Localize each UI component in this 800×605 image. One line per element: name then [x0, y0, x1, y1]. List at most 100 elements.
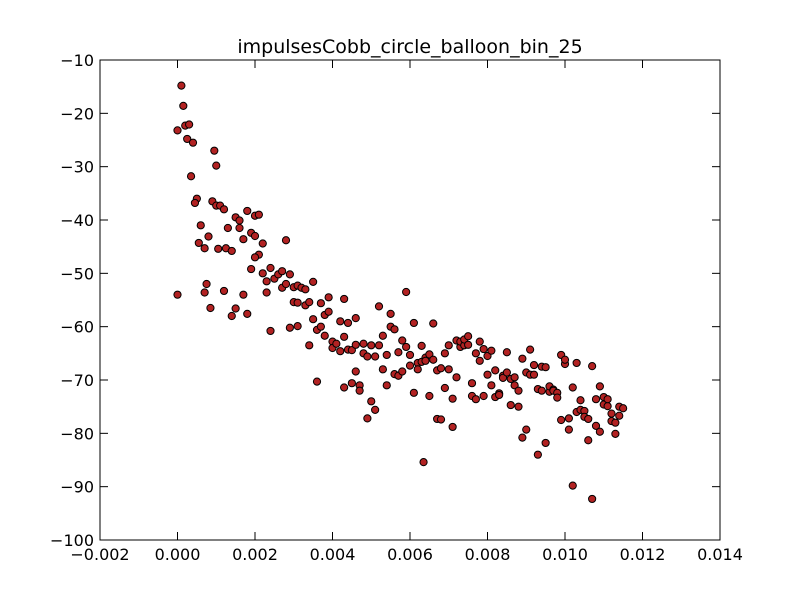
data-point — [351, 314, 360, 323]
data-point — [285, 323, 294, 332]
data-point — [200, 244, 209, 253]
x-tick-label: 0.010 — [542, 545, 588, 564]
data-point — [475, 337, 484, 346]
data-point — [588, 494, 597, 504]
data-point — [603, 395, 612, 404]
data-point — [529, 360, 539, 370]
data-point — [367, 397, 376, 406]
data-point — [568, 383, 577, 392]
data-point — [405, 350, 415, 360]
data-point — [464, 332, 473, 341]
y-tick-label: −10 — [60, 51, 94, 70]
y-tick-label: −90 — [60, 478, 94, 497]
chart-title: impulsesCobb_circle_balloon_bin_25 — [237, 36, 582, 58]
data-point — [371, 352, 380, 361]
data-point — [250, 231, 260, 241]
data-point — [200, 288, 209, 297]
data-point — [239, 290, 248, 299]
data-point — [588, 362, 597, 371]
data-point — [409, 318, 418, 328]
data-point — [479, 391, 488, 401]
data-point — [378, 331, 387, 340]
data-point — [483, 370, 492, 379]
data-point — [514, 386, 523, 395]
data-point — [541, 438, 550, 448]
data-point — [510, 381, 519, 390]
data-point — [378, 365, 387, 374]
y-tick-label: −20 — [60, 104, 94, 123]
data-point — [603, 402, 612, 411]
data-point — [196, 221, 205, 230]
data-point — [611, 418, 620, 427]
data-point — [324, 293, 333, 302]
data-point — [444, 341, 453, 350]
data-point — [398, 336, 407, 345]
data-point — [502, 348, 511, 357]
data-point — [413, 365, 422, 374]
data-point — [278, 267, 287, 276]
data-point — [533, 450, 542, 459]
data-point — [363, 414, 372, 423]
data-point — [564, 414, 573, 423]
data-point — [382, 381, 391, 390]
data-point — [405, 361, 415, 370]
data-point — [235, 223, 244, 233]
data-point — [235, 216, 244, 225]
data-point — [285, 270, 294, 279]
data-point — [425, 391, 434, 401]
data-point — [343, 318, 353, 328]
y-tick-label: −60 — [60, 318, 94, 337]
data-point — [537, 386, 546, 395]
data-point — [402, 287, 411, 297]
data-point — [436, 364, 446, 373]
data-point — [541, 363, 550, 372]
data-point — [444, 365, 453, 374]
data-point — [475, 356, 484, 365]
data-point — [254, 210, 263, 219]
data-point — [498, 373, 508, 382]
data-point — [440, 383, 449, 393]
data-point — [584, 414, 593, 424]
data-point — [340, 383, 349, 392]
x-tick-label: 0.004 — [310, 545, 356, 564]
data-point — [223, 223, 232, 233]
x-tick-label: 0.002 — [232, 545, 278, 564]
data-point — [429, 355, 438, 364]
data-point — [471, 395, 480, 404]
data-point — [312, 377, 322, 386]
data-point — [409, 388, 418, 397]
data-point — [502, 368, 511, 377]
data-point — [374, 302, 384, 311]
y-tick-label: −40 — [60, 211, 94, 230]
data-point — [355, 386, 364, 395]
data-point — [320, 331, 329, 340]
data-point — [340, 294, 349, 304]
data-point — [417, 341, 426, 350]
data-point — [429, 319, 438, 328]
x-tick-label: 0.008 — [465, 545, 511, 564]
data-point — [336, 347, 345, 356]
data-point — [522, 425, 531, 434]
data-point — [347, 379, 356, 388]
data-point — [262, 288, 271, 297]
data-point — [390, 325, 399, 334]
data-point — [595, 382, 604, 391]
y-tick-label: −30 — [60, 158, 94, 177]
data-point — [615, 411, 624, 420]
data-point — [243, 309, 252, 318]
data-point — [340, 332, 349, 341]
data-point — [227, 246, 236, 256]
data-point — [367, 341, 376, 350]
data-point — [374, 341, 384, 350]
data-point — [183, 134, 192, 144]
data-point — [359, 339, 368, 348]
data-point — [467, 379, 477, 388]
data-point — [495, 390, 504, 400]
data-point — [607, 409, 616, 418]
data-point — [386, 309, 395, 318]
x-tick-label: 0.014 — [697, 545, 743, 564]
data-point — [491, 366, 500, 375]
data-point — [514, 402, 523, 411]
data-point — [305, 341, 314, 350]
